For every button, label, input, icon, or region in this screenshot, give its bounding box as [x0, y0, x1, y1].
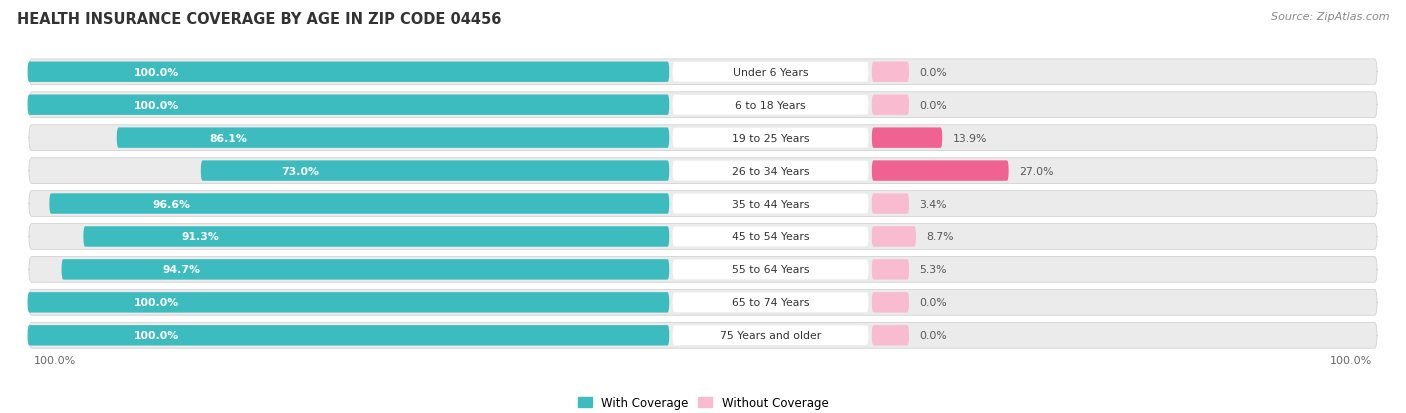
- Text: 75 Years and older: 75 Years and older: [720, 330, 821, 340]
- FancyBboxPatch shape: [672, 95, 869, 115]
- FancyBboxPatch shape: [30, 257, 1376, 282]
- FancyBboxPatch shape: [872, 325, 910, 346]
- Legend: With Coverage, Without Coverage: With Coverage, Without Coverage: [572, 392, 834, 413]
- Text: 100.0%: 100.0%: [1330, 355, 1372, 365]
- FancyBboxPatch shape: [30, 158, 1376, 184]
- Text: 100.0%: 100.0%: [134, 330, 179, 340]
- Text: 27.0%: 27.0%: [1019, 166, 1053, 176]
- FancyBboxPatch shape: [30, 290, 1376, 316]
- Text: 100.0%: 100.0%: [134, 100, 179, 110]
- FancyBboxPatch shape: [30, 93, 1376, 118]
- FancyBboxPatch shape: [28, 325, 669, 346]
- FancyBboxPatch shape: [49, 194, 669, 214]
- Text: 13.9%: 13.9%: [952, 133, 987, 143]
- FancyBboxPatch shape: [30, 224, 1376, 250]
- Text: 0.0%: 0.0%: [920, 298, 946, 308]
- FancyBboxPatch shape: [872, 292, 910, 313]
- Text: 94.7%: 94.7%: [163, 265, 201, 275]
- Text: 0.0%: 0.0%: [920, 100, 946, 110]
- Text: 3.4%: 3.4%: [920, 199, 946, 209]
- FancyBboxPatch shape: [672, 260, 869, 280]
- FancyBboxPatch shape: [28, 95, 669, 116]
- FancyBboxPatch shape: [30, 60, 1376, 85]
- Text: 6 to 18 Years: 6 to 18 Years: [735, 100, 806, 110]
- Text: 73.0%: 73.0%: [281, 166, 319, 176]
- FancyBboxPatch shape: [672, 161, 869, 181]
- Text: 19 to 25 Years: 19 to 25 Years: [731, 133, 810, 143]
- Text: 0.0%: 0.0%: [920, 330, 946, 340]
- Text: 86.1%: 86.1%: [209, 133, 247, 143]
- Text: 100.0%: 100.0%: [34, 355, 76, 365]
- FancyBboxPatch shape: [872, 194, 910, 214]
- FancyBboxPatch shape: [83, 227, 669, 247]
- FancyBboxPatch shape: [672, 63, 869, 83]
- Text: Source: ZipAtlas.com: Source: ZipAtlas.com: [1271, 12, 1389, 22]
- FancyBboxPatch shape: [28, 62, 669, 83]
- FancyBboxPatch shape: [28, 292, 669, 313]
- Text: 8.7%: 8.7%: [927, 232, 953, 242]
- Text: 100.0%: 100.0%: [134, 68, 179, 78]
- Text: 45 to 54 Years: 45 to 54 Years: [731, 232, 810, 242]
- FancyBboxPatch shape: [872, 260, 910, 280]
- Text: 65 to 74 Years: 65 to 74 Years: [731, 298, 810, 308]
- FancyBboxPatch shape: [30, 126, 1376, 151]
- Text: 55 to 64 Years: 55 to 64 Years: [731, 265, 810, 275]
- FancyBboxPatch shape: [872, 227, 915, 247]
- FancyBboxPatch shape: [672, 325, 869, 345]
- FancyBboxPatch shape: [62, 260, 669, 280]
- FancyBboxPatch shape: [201, 161, 669, 181]
- Text: 0.0%: 0.0%: [920, 68, 946, 78]
- FancyBboxPatch shape: [872, 62, 910, 83]
- FancyBboxPatch shape: [672, 128, 869, 148]
- FancyBboxPatch shape: [30, 191, 1376, 217]
- FancyBboxPatch shape: [872, 128, 942, 149]
- FancyBboxPatch shape: [672, 227, 869, 247]
- FancyBboxPatch shape: [872, 161, 1008, 181]
- Text: 35 to 44 Years: 35 to 44 Years: [731, 199, 810, 209]
- FancyBboxPatch shape: [672, 194, 869, 214]
- Text: 96.6%: 96.6%: [152, 199, 190, 209]
- Text: 26 to 34 Years: 26 to 34 Years: [731, 166, 810, 176]
- Text: 100.0%: 100.0%: [134, 298, 179, 308]
- Text: Under 6 Years: Under 6 Years: [733, 68, 808, 78]
- FancyBboxPatch shape: [30, 323, 1376, 348]
- FancyBboxPatch shape: [672, 293, 869, 313]
- Text: 5.3%: 5.3%: [920, 265, 946, 275]
- Text: HEALTH INSURANCE COVERAGE BY AGE IN ZIP CODE 04456: HEALTH INSURANCE COVERAGE BY AGE IN ZIP …: [17, 12, 502, 27]
- FancyBboxPatch shape: [872, 95, 910, 116]
- Text: 91.3%: 91.3%: [181, 232, 219, 242]
- FancyBboxPatch shape: [117, 128, 669, 149]
